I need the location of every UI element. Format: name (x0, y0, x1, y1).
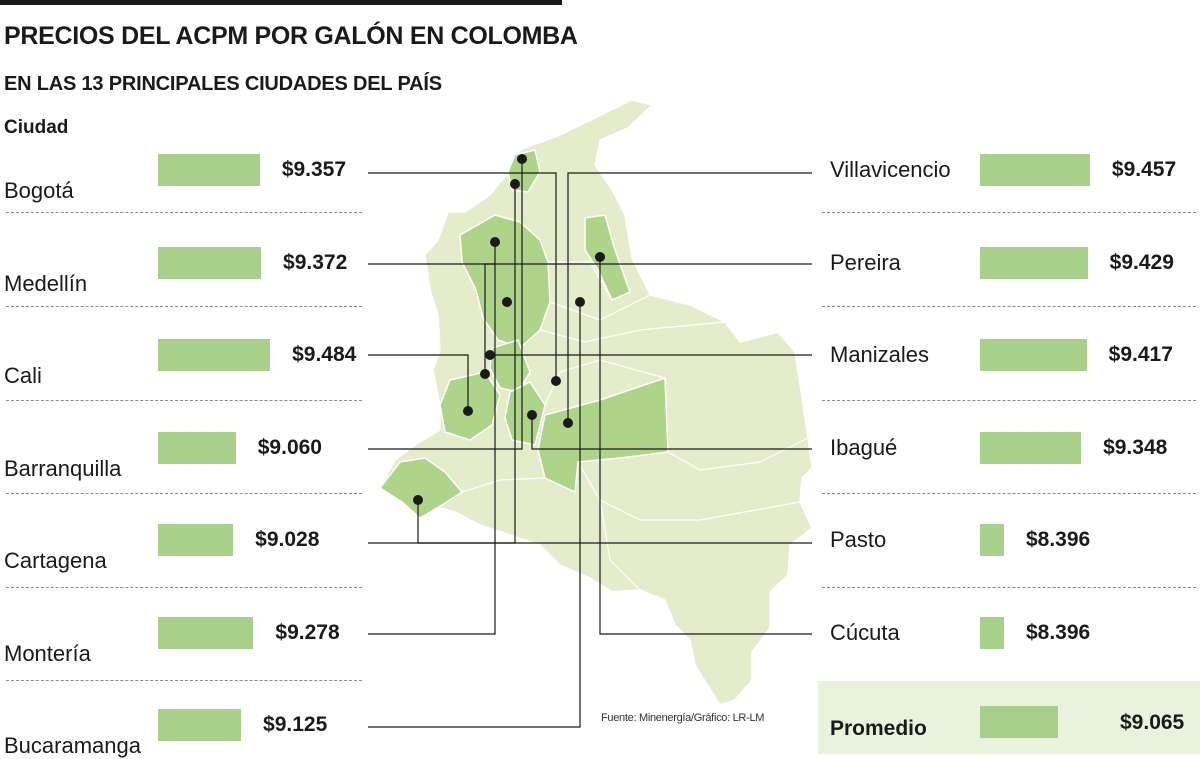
connector-pasto (417, 500, 812, 544)
value-label-manizales: $9.417 (1108, 343, 1173, 366)
connector-villavicencio (567, 172, 812, 423)
connector-cucuta (599, 257, 812, 635)
dot-manizales (485, 350, 495, 360)
average-value: $9.065 (1120, 711, 1185, 734)
connector-cali (368, 354, 469, 411)
bar-cartagena (158, 524, 234, 556)
bar-bogota (158, 154, 260, 186)
map-borders (461, 261, 809, 591)
divider-right (822, 306, 1196, 307)
divider-left (6, 400, 362, 401)
dot-pereira (480, 369, 490, 379)
dot-monteria (490, 237, 500, 247)
dot-bucaramanga (575, 297, 585, 307)
divider-left (6, 212, 362, 213)
connector-monteria (368, 264, 496, 635)
value-label-cali: $9.484 (292, 343, 357, 366)
value-label-villavicencio: $9.457 (1111, 158, 1177, 181)
map-region-norte-santander (584, 214, 631, 301)
value-label-ibague: $9.348 (1103, 435, 1168, 459)
bar-cucuta (980, 616, 1004, 649)
city-dots (413, 154, 605, 505)
divider-right (822, 212, 1196, 213)
value-label-cucuta: $8.396 (1025, 620, 1091, 644)
dot-bogota (551, 376, 561, 386)
value-label-bogota: $9.357 (281, 158, 347, 181)
value-label-monteria: $9.278 (275, 620, 340, 644)
city-label-ibague: Ibagué (830, 434, 898, 460)
connector-lines (368, 159, 812, 728)
city-label-monteria: Montería (4, 640, 91, 666)
bar-bucaramanga (158, 709, 242, 741)
dot-cartagena (510, 179, 520, 189)
value-label-barranquilla: $9.060 (257, 435, 322, 459)
city-label-manizales: Manizales (830, 342, 930, 367)
connector-barranquilla (368, 159, 523, 450)
city-label-cartagena: Cartagena (4, 548, 107, 573)
value-label-cartagena: $9.028 (255, 528, 320, 551)
value-label-pasto: $8.396 (1025, 528, 1091, 551)
bar-manizales (980, 339, 1087, 371)
value-label-bucaramanga: $9.125 (263, 713, 328, 736)
divider-right (822, 493, 1196, 494)
connector-pereira (484, 263, 812, 374)
divider-left (6, 587, 362, 588)
top-rule (0, 0, 562, 5)
city-label-barranquilla: Barranquilla (4, 455, 122, 481)
value-label-medellin: $9.372 (283, 250, 348, 274)
bar-barranquilla (158, 431, 236, 464)
city-label-medellin: Medellín (4, 270, 88, 296)
chart-title: PRECIOS DEL ACPM POR GALÓN EN COLOMBA (4, 22, 578, 50)
column-header: Ciudad (4, 117, 69, 138)
connector-bogota (368, 172, 557, 381)
map-regions (378, 99, 813, 706)
city-label-villavicencio: Villavicencio (830, 157, 951, 182)
city-label-bucaramanga: Bucaramanga (4, 733, 141, 758)
dot-cali (463, 406, 473, 416)
bar-medellin (158, 246, 262, 279)
city-label-pasto: Pasto (830, 527, 887, 552)
divider-left (6, 680, 362, 681)
dot-pasto (413, 495, 423, 505)
city-label-pereira: Pereira (830, 249, 901, 275)
dot-barranquilla (517, 154, 527, 164)
connector-ibague (531, 415, 812, 450)
source-note: Fuente: Minenergía/Gráfico: LR-LM (601, 712, 765, 724)
bar-ibague (980, 431, 1082, 464)
dot-cucuta (595, 252, 605, 262)
divider-right (822, 400, 1196, 401)
dot-ibague (527, 410, 537, 420)
city-label-cucuta: Cúcuta (830, 619, 900, 645)
bar-cali (158, 339, 271, 371)
divider-left (6, 306, 362, 307)
average-label: Promedio (830, 717, 927, 740)
average-bar (980, 706, 1059, 738)
dot-medellin (502, 297, 512, 307)
bar-pereira (980, 246, 1088, 279)
bar-villavicencio (980, 154, 1090, 186)
dot-villavicencio (563, 418, 573, 428)
divider-right (822, 587, 1196, 588)
chart-subtitle: EN LAS 13 PRINCIPALES CIUDADES DEL PAÍS (4, 73, 442, 95)
map-region-meta (537, 376, 669, 494)
value-label-pereira: $9.429 (1109, 250, 1174, 274)
divider-left (6, 493, 362, 494)
bar-monteria (158, 616, 254, 649)
bar-pasto (980, 524, 1004, 556)
connector-bucaramanga (368, 302, 581, 728)
city-label-cali: Cali (4, 363, 42, 388)
city-label-bogota: Bogotá (4, 178, 74, 203)
